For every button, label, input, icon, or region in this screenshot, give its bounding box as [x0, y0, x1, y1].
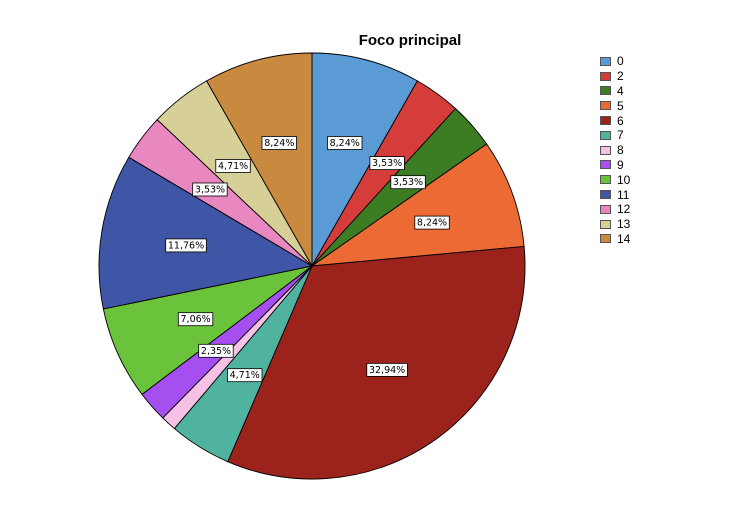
legend-swatch-13 [600, 219, 611, 229]
slice-label-14: 8,24% [261, 136, 297, 150]
legend-swatch-12 [600, 204, 611, 214]
slice-label-9: 2,35% [198, 343, 234, 358]
legend-label-4: 4 [617, 83, 624, 98]
slice-label-box-5 [414, 215, 450, 230]
legend-item-4: 4 [600, 84, 630, 99]
legend-label-0: 0 [617, 54, 624, 69]
slice-label-13: 4,71% [215, 159, 251, 173]
legend-swatch-6 [600, 116, 611, 126]
legend-label-6: 6 [617, 113, 624, 128]
slice-label-text-0: 8,24% [330, 138, 360, 149]
slice-label-6: 32,94% [366, 362, 408, 377]
slice-label-7: 4,71% [227, 368, 263, 383]
legend-item-2: 2 [600, 69, 630, 84]
slice-label-text-2: 3,53% [372, 158, 402, 169]
slice-label-text-13: 4,71% [218, 161, 248, 172]
legend-item-5: 5 [600, 98, 630, 113]
slice-label-11: 11,76% [165, 238, 207, 253]
slice-label-5: 8,24% [414, 215, 450, 230]
legend-label-5: 5 [617, 98, 624, 113]
slice-label-12: 3,53% [192, 182, 228, 197]
slice-label-10: 7,06% [177, 312, 214, 327]
pie-slice-14 [205, 52, 313, 268]
slice-label-box-11 [165, 238, 207, 253]
chart-legend: 0 2 4 5 6 7 8 9 10 11 12 13 14 [600, 54, 630, 246]
legend-swatch-0 [600, 56, 611, 66]
slice-label-2: 3,53% [369, 156, 405, 171]
legend-item-14: 14 [600, 232, 630, 247]
legend-item-13: 13 [600, 217, 630, 232]
slice-label-text-11: 11,76% [168, 240, 204, 251]
slice-label-box-2 [369, 156, 405, 171]
legend-label-14: 14 [617, 231, 631, 246]
legend-swatch-7 [600, 130, 611, 140]
slice-label-0: 8,24% [327, 136, 363, 150]
pie-slice-11 [98, 156, 314, 310]
legend-swatch-10 [600, 175, 611, 185]
legend-item-10: 10 [600, 172, 630, 187]
legend-label-2: 2 [617, 69, 624, 84]
legend-swatch-4 [600, 86, 611, 96]
legend-label-9: 9 [617, 157, 624, 172]
pie-slice-0 [311, 52, 419, 268]
legend-swatch-9 [600, 160, 611, 170]
legend-label-10: 10 [617, 172, 631, 187]
legend-item-8: 8 [600, 143, 630, 158]
legend-item-0: 0 [600, 54, 630, 69]
legend-swatch-14 [600, 234, 611, 244]
legend-swatch-2 [600, 71, 611, 81]
slice-label-text-7: 4,71% [230, 370, 260, 381]
legend-label-13: 13 [617, 217, 631, 232]
legend-item-6: 6 [600, 113, 630, 128]
slice-label-box-7 [227, 368, 263, 383]
slice-label-box-0 [327, 136, 363, 150]
legend-swatch-11 [600, 190, 611, 200]
legend-label-7: 7 [617, 128, 624, 143]
legend-item-11: 11 [600, 187, 630, 202]
slice-label-text-5: 8,24% [417, 218, 447, 229]
slice-label-text-6: 32,94% [369, 365, 405, 376]
slice-label-box-6 [366, 362, 408, 377]
slice-label-text-4: 3,53% [393, 177, 423, 188]
legend-item-7: 7 [600, 128, 630, 143]
slice-label-text-14: 8,24% [264, 138, 294, 149]
slice-label-text-9: 2,35% [201, 346, 231, 357]
legend-label-8: 8 [617, 143, 624, 158]
slice-label-box-10 [177, 312, 214, 327]
legend-swatch-8 [600, 145, 611, 155]
slice-label-box-9 [198, 343, 234, 358]
pie-slice-5 [310, 143, 525, 267]
slice-label-box-13 [215, 159, 251, 173]
slice-label-box-4 [390, 175, 426, 190]
legend-item-9: 9 [600, 158, 630, 173]
slice-label-text-12: 3,53% [195, 185, 225, 196]
slice-label-box-12 [192, 182, 228, 197]
legend-item-12: 12 [600, 202, 630, 217]
chart-title: Foco principal [358, 32, 462, 49]
pie-slice-6 [227, 245, 526, 480]
slice-label-text-10: 7,06% [181, 314, 211, 325]
legend-label-11: 11 [617, 187, 630, 202]
slice-label-box-14 [261, 136, 297, 150]
legend-swatch-5 [600, 101, 611, 111]
slice-label-4: 3,53% [390, 175, 426, 190]
legend-label-12: 12 [617, 202, 631, 217]
